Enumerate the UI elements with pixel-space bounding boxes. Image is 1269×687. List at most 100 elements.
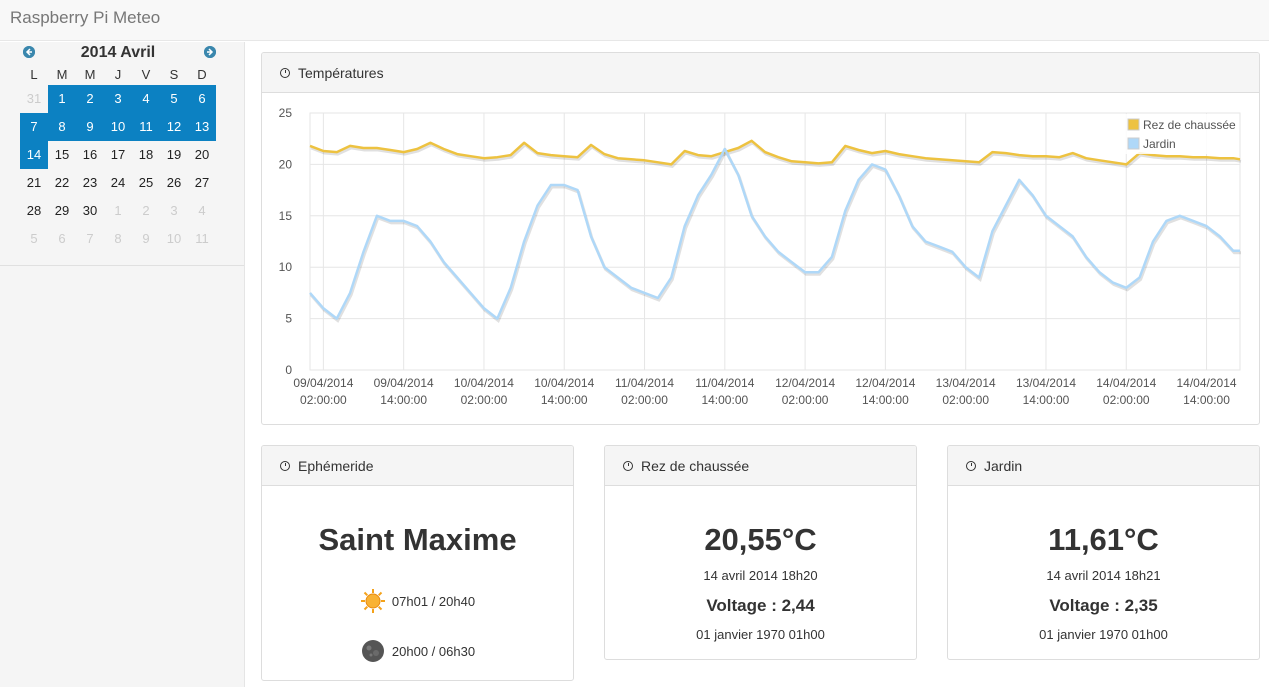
calendar-day[interactable]: 7 xyxy=(86,231,94,246)
calendar-day[interactable]: 21 xyxy=(26,175,42,190)
calendar-day[interactable]: 27 xyxy=(194,175,210,190)
x-tick-date-label: 14/04/2014 xyxy=(1096,376,1156,390)
x-tick-date-label: 12/04/2014 xyxy=(855,376,915,390)
calendar-day[interactable]: 9 xyxy=(76,113,104,141)
calendar-day[interactable]: 30 xyxy=(82,203,98,218)
calendar-day[interactable]: 17 xyxy=(110,147,126,162)
x-tick-date-label: 10/04/2014 xyxy=(534,376,594,390)
clock-icon xyxy=(966,460,976,471)
calendar-day[interactable]: 14 xyxy=(20,141,48,169)
calendar-weekday: J xyxy=(114,67,122,82)
sun-times-row: 07h01 / 20h40 xyxy=(262,588,573,614)
sidebar-divider xyxy=(0,265,244,266)
calendar-weekday: M xyxy=(84,67,96,82)
calendar-day[interactable]: 1 xyxy=(114,203,122,218)
x-tick-date-label: 09/04/2014 xyxy=(293,376,353,390)
x-tick-time-label: 14:00:00 xyxy=(541,393,588,407)
calendar-day[interactable]: 29 xyxy=(54,203,70,218)
series-line-jardin xyxy=(309,147,1240,320)
y-tick-label: 20 xyxy=(279,157,293,171)
x-tick-time-label: 14:00:00 xyxy=(701,393,748,407)
app-title[interactable]: Raspberry Pi Meteo xyxy=(10,8,161,27)
arrow-right-icon xyxy=(204,46,216,58)
calendar-day[interactable]: 31 xyxy=(26,91,42,106)
navbar: Raspberry Pi Meteo xyxy=(0,0,1269,41)
temperature-chart-svg: 0 5 10 15 20 25 09/04/2014 02:00:00 09/04/2014 14… xyxy=(279,106,1242,407)
calendar-day[interactable]: 3 xyxy=(170,203,178,218)
sun-times: 07h01 / 20h40 xyxy=(391,593,476,609)
moon-times-row: 20h00 / 06h30 xyxy=(262,638,573,664)
calendar-day[interactable]: 5 xyxy=(30,231,38,246)
calendar-day[interactable]: 3 xyxy=(104,85,132,113)
x-tick-date-label: 09/04/2014 xyxy=(374,376,434,390)
legend-swatch xyxy=(1127,118,1140,131)
x-tick-date-label: 11/04/2014 xyxy=(615,376,674,390)
rez-heading: Rez de chaussée xyxy=(641,457,750,474)
calendar-day[interactable]: 7 xyxy=(20,113,48,141)
calendar-day[interactable]: 12 xyxy=(160,113,188,141)
x-tick-date-label: 14/04/2014 xyxy=(1177,376,1237,390)
series-shadow xyxy=(309,147,1241,323)
ephemeride-panel: Ephémeride Saint Maxime 07h01 / 20h40 20… xyxy=(261,445,574,681)
x-tick-time-label: 02:00:00 xyxy=(942,393,989,407)
calendar-day[interactable]: 24 xyxy=(110,175,126,190)
y-tick-label: 10 xyxy=(279,260,293,274)
calendar-day[interactable]: 2 xyxy=(76,85,104,113)
calendar-day[interactable]: 23 xyxy=(82,175,98,190)
calendar-day[interactable]: 26 xyxy=(166,175,182,190)
rez-panel: Rez de chaussée 20,55°C 14 avril 2014 18… xyxy=(604,445,917,660)
calendar-day[interactable]: 13 xyxy=(188,113,216,141)
x-tick-time-label: 02:00:00 xyxy=(621,393,668,407)
calendar-day[interactable]: 25 xyxy=(138,175,154,190)
calendar-day[interactable]: 28 xyxy=(26,203,42,218)
calendar-day[interactable]: 9 xyxy=(142,231,150,246)
clock-icon xyxy=(623,460,633,471)
arrow-left-icon xyxy=(23,46,35,58)
calendar-weekday: V xyxy=(141,67,151,82)
calendar-day[interactable]: 20 xyxy=(194,147,210,162)
calendar-day[interactable]: 1 xyxy=(48,85,76,113)
next-month-icon[interactable] xyxy=(204,46,216,58)
calendar-day[interactable]: 8 xyxy=(48,113,76,141)
calendar-weekday: D xyxy=(197,67,207,82)
moon-icon xyxy=(361,640,384,662)
calendar-day[interactable]: 5 xyxy=(160,85,188,113)
rez-datetime: 14 avril 2014 18h20 xyxy=(703,568,818,583)
calendar-day[interactable]: 22 xyxy=(54,175,70,190)
prev-month-icon[interactable] xyxy=(23,46,35,58)
calendar-day[interactable]: 16 xyxy=(82,147,98,162)
calendar-day[interactable]: 4 xyxy=(198,203,206,218)
calendar-day[interactable]: 11 xyxy=(195,231,209,246)
calendar-day[interactable]: 6 xyxy=(58,231,66,246)
calendar-day[interactable]: 2 xyxy=(142,203,150,218)
calendar-day[interactable]: 11 xyxy=(132,113,160,141)
sun-icon xyxy=(360,589,385,613)
y-tick-label: 25 xyxy=(279,106,293,120)
y-tick-label: 15 xyxy=(279,209,293,223)
calendar-day[interactable]: 8 xyxy=(114,231,122,246)
calendar-day[interactable]: 19 xyxy=(166,147,182,162)
calendar-day[interactable]: 10 xyxy=(104,113,132,141)
x-tick-date-label: 13/04/2014 xyxy=(936,376,996,390)
calendar-day[interactable]: 6 xyxy=(188,85,216,113)
plot-area-border xyxy=(309,112,1241,371)
x-tick-date-label: 11/04/2014 xyxy=(695,376,754,390)
calendar: 2014 Avril L M M J V S D 31 1 2 3 4 5 6 7 8 9 10 11 12 13 14 1… xyxy=(20,42,216,253)
calendar-day[interactable]: 4 xyxy=(132,85,160,113)
x-tick-time-label: 14:00:00 xyxy=(380,393,427,407)
legend-label: Jardin xyxy=(1143,137,1176,151)
calendar-weekday: L xyxy=(30,67,38,82)
sidebar: 2014 Avril L M M J V S D 31 1 2 3 4 5 6 7 8 9 10 11 12 13 14 1… xyxy=(0,42,245,687)
jardin-panel: Jardin 11,61°C 14 avril 2014 18h21 Volta… xyxy=(947,445,1260,660)
calendar-day[interactable]: 15 xyxy=(54,147,70,162)
temperatures-panel: Températures 0 5 10 15 20 25 09/04/2014 02:00:0… xyxy=(261,52,1260,425)
temperatures-heading: Températures xyxy=(298,64,384,81)
rez-voltage: Voltage : 2,44 xyxy=(706,596,815,615)
jardin-voltage: Voltage : 2,35 xyxy=(1049,596,1158,615)
calendar-day[interactable]: 18 xyxy=(138,147,154,162)
calendar-day[interactable]: 10 xyxy=(166,231,182,246)
legend-swatch xyxy=(1127,137,1140,150)
saint-name: Saint Maxime xyxy=(318,522,517,557)
x-tick-time-label: 02:00:00 xyxy=(461,393,508,407)
series-shadow xyxy=(310,140,1242,169)
